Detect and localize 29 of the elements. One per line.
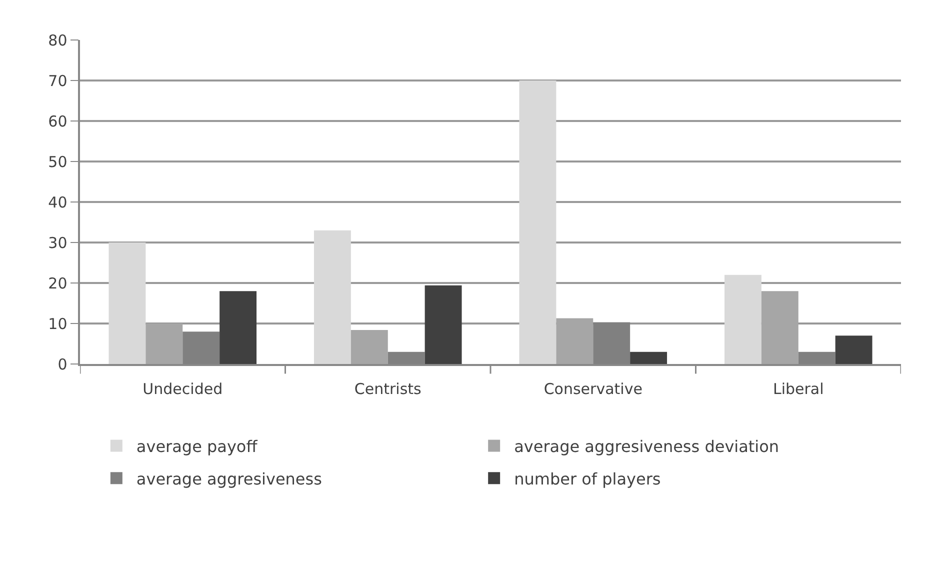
y-tick-label: 40 (48, 193, 68, 212)
bar (220, 291, 257, 364)
bar (761, 291, 798, 364)
bar (108, 242, 146, 364)
x-tick-label: Liberal (772, 380, 824, 398)
y-tick-label: 70 (48, 72, 68, 90)
y-tick-label: 0 (58, 355, 68, 374)
bar (350, 330, 388, 364)
legend-label: average payoff (136, 436, 258, 456)
y-tick-label: 60 (48, 112, 68, 130)
y-tick-label: 50 (48, 152, 68, 171)
bar (630, 352, 668, 364)
bar (724, 274, 762, 364)
x-tick-label: Centrists (354, 380, 422, 398)
x-tick-label: Undecided (142, 380, 223, 398)
bar (835, 336, 872, 364)
bar (519, 80, 556, 364)
y-tick-label: 30 (48, 234, 68, 252)
legend-label: average aggresiveness deviation (514, 436, 780, 456)
y-tick-label: 20 (48, 274, 68, 292)
bar (556, 318, 594, 364)
bar (146, 324, 183, 364)
y-tick-label: 80 (48, 31, 68, 50)
bar (314, 230, 351, 364)
x-tick-label: Conservative (544, 380, 642, 398)
legend-label: average aggresiveness (136, 469, 322, 488)
legend-label: number of players (514, 469, 661, 488)
bar (424, 285, 462, 364)
y-tick-label: 10 (48, 314, 68, 333)
